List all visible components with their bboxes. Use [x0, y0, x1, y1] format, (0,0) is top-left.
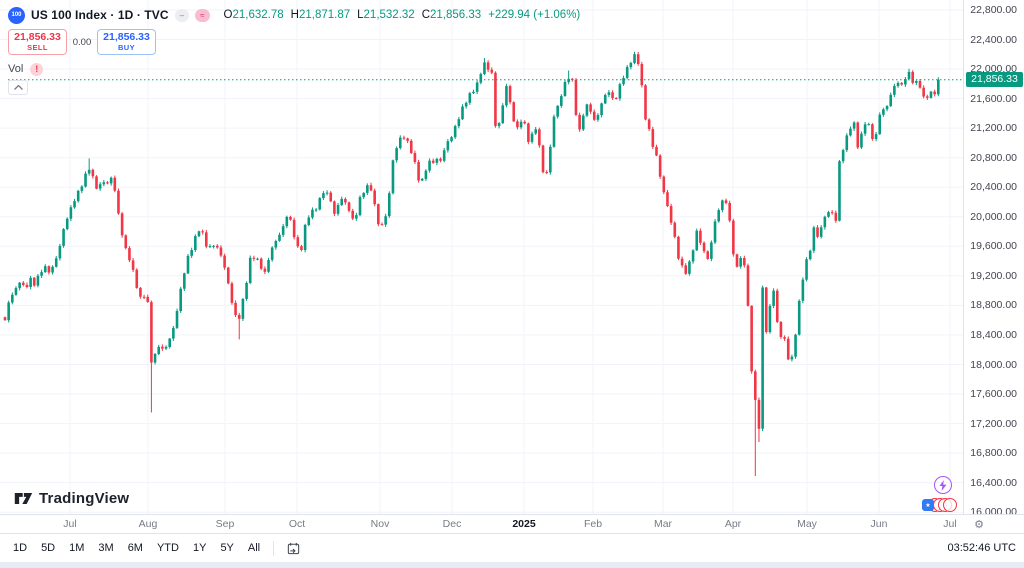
time-axis-label: Jun [870, 518, 888, 530]
sell-button[interactable]: 21,856.33 SELL [8, 29, 67, 55]
current-price-tag: 21,856.33 [966, 72, 1023, 88]
flag-icon: ★ [922, 499, 934, 511]
spread-value: 0.00 [72, 36, 92, 48]
time-axis-label: Dec [442, 518, 462, 530]
buy-button[interactable]: 21,856.33 BUY [97, 29, 156, 55]
watermark-text: TradingView [39, 490, 130, 507]
range-1y-button[interactable]: 1Y [188, 539, 211, 557]
time-axis[interactable]: ⚙ Jul Aug Sep Oct Nov Dec 2025 Feb Mar Apr May Jun J… [0, 514, 1024, 533]
low-value: 21,532.32 [363, 9, 415, 21]
symbol-logo: 100 [8, 6, 25, 24]
low-label: L [357, 9, 364, 21]
price-axis-label: 22,800.00 [970, 4, 1017, 16]
range-6m-button[interactable]: 6M [123, 539, 148, 557]
time-axis-label: Sep [215, 518, 235, 530]
time-axis-label: Aug [138, 518, 158, 530]
price-axis-label: 17,200.00 [970, 417, 1017, 430]
range-5d-button[interactable]: 5D [36, 539, 60, 557]
symbol-title[interactable]: US 100 Index · 1D · TVC [31, 8, 169, 22]
range-ytd-button[interactable]: YTD [152, 539, 184, 557]
price-axis-label: 18,400.00 [970, 328, 1017, 341]
time-axis-label: Nov [370, 518, 390, 530]
volume-warning-icon[interactable]: ! [30, 62, 44, 76]
price-axis-label: 22,000.00 [970, 63, 1017, 76]
tradingview-logo-icon [14, 492, 33, 505]
time-axis-label: Oct [288, 518, 306, 530]
bottom-toolbar: 1D 5D 1M 3M 6M YTD 1Y 5Y All 03:52:46 UTC [0, 533, 1024, 562]
open-value: 21,632.78 [232, 9, 284, 21]
price-axis-label: 18,000.00 [970, 358, 1017, 371]
change-value: +229.94 (+1.06%) [488, 9, 581, 21]
time-axis-label: Jul [943, 518, 957, 530]
time-axis-label: Apr [724, 518, 742, 530]
price-axis-label: 21,600.00 [970, 92, 1017, 105]
utc-clock[interactable]: 03:52:46 UTC [947, 542, 1016, 554]
economic-events-icon[interactable]: ★ [922, 497, 958, 514]
close-value: 21,856.33 [430, 9, 482, 21]
price-axis-label: 19,200.00 [970, 269, 1017, 282]
price-axis-label: 22,400.00 [970, 33, 1017, 46]
time-axis-label: Feb [583, 518, 603, 530]
ohlc-readout: O21,632.78 H21,871.87 L21,532.32 C21,856… [224, 9, 581, 21]
volume-indicator-label[interactable]: Vol [8, 63, 24, 75]
close-label: C [421, 9, 431, 21]
price-axis-label: 21,200.00 [970, 122, 1017, 135]
price-axis-label: 20,800.00 [970, 151, 1017, 164]
time-axis-label: Mar [653, 518, 673, 530]
time-axis-label: 2025 [512, 518, 536, 530]
price-axis-label: 17,600.00 [970, 388, 1017, 400]
pink-badge-icon[interactable]: ≈ [195, 8, 210, 22]
lightning-icon[interactable] [934, 476, 952, 494]
range-switcher: 1D 5D 1M 3M 6M YTD 1Y 5Y All [8, 539, 265, 557]
time-axis-label: Jul [63, 518, 77, 530]
event-ring-icon [943, 498, 957, 512]
minus-pill-icon[interactable]: – [174, 8, 190, 22]
chart-area: 21,856.33 22,800.00 22,400.00 22,000.00 21,… [0, 0, 1024, 518]
chevron-up-icon [13, 85, 23, 90]
price-axis-label: 20,000.00 [970, 210, 1017, 223]
price-axis-label: 16,400.00 [970, 476, 1017, 489]
price-axis-label: 19,600.00 [970, 240, 1017, 253]
axis-settings-gear-icon[interactable]: ⚙ [974, 518, 984, 531]
price-axis-label: 16,800.00 [970, 447, 1017, 460]
high-value: 21,871.87 [298, 9, 351, 21]
chart-event-icons: ★ [918, 476, 958, 518]
range-1m-button[interactable]: 1M [64, 539, 89, 557]
buy-price: 21,856.33 [103, 31, 150, 43]
go-to-date-button[interactable] [282, 539, 304, 557]
price-axis-label: 20,400.00 [970, 181, 1017, 194]
range-3m-button[interactable]: 3M [93, 539, 118, 557]
price-axis-label: 18,800.00 [970, 299, 1017, 312]
price-chart-canvas[interactable] [0, 0, 963, 514]
price-axis[interactable]: 21,856.33 22,800.00 22,400.00 22,000.00 21,… [963, 0, 1024, 518]
time-axis-label: May [797, 518, 817, 530]
buy-label: BUY [117, 43, 136, 52]
high-label: H [290, 9, 299, 21]
range-5y-button[interactable]: 5Y [215, 539, 238, 557]
calendar-arrow-icon [287, 542, 299, 554]
legend-collapse-button[interactable] [8, 80, 28, 95]
toolbar-divider [273, 540, 275, 556]
sell-price: 21,856.33 [14, 31, 61, 43]
tradingview-watermark: TradingView [14, 489, 129, 508]
bolt-glyph [939, 479, 947, 491]
chart-legend: 100 US 100 Index · 1D · TVC – ≈ O21,632.… [8, 5, 580, 76]
window-edge [0, 562, 1024, 568]
range-all-button[interactable]: All [243, 539, 265, 557]
sell-label: SELL [27, 43, 48, 52]
range-1d-button[interactable]: 1D [8, 539, 32, 557]
open-label: O [223, 9, 233, 21]
